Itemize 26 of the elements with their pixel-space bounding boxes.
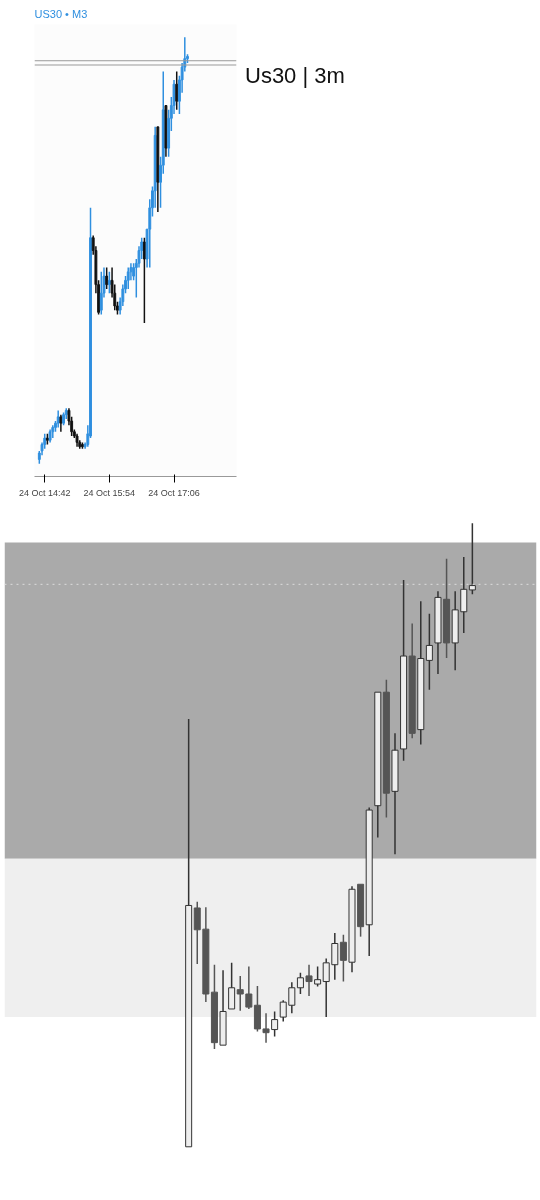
candlestick — [339, 934, 347, 983]
candlestick — [51, 424, 55, 439]
candlestick — [425, 612, 433, 691]
candlestick — [175, 70, 179, 111]
candlestick — [468, 522, 476, 596]
candlestick — [59, 413, 63, 433]
candlestick — [156, 126, 160, 213]
x-tick-label: 24 Oct 17:06 — [148, 487, 200, 498]
candlestick — [434, 590, 442, 675]
candlestick — [348, 885, 356, 973]
candlestick — [443, 558, 451, 659]
chart-title: US30 • M3 — [34, 7, 88, 20]
candlestick — [408, 622, 416, 740]
text: Us30 | 3m — [245, 62, 345, 90]
candlestick — [400, 579, 408, 762]
candlestick — [305, 963, 313, 997]
candlestick — [374, 691, 382, 839]
candlestick — [417, 600, 425, 746]
candlestick — [236, 975, 244, 1012]
x-tick-label: 24 Oct 14:42 — [18, 487, 71, 498]
candlestick — [391, 732, 399, 856]
candlestick — [228, 962, 236, 1010]
x-tick-label: 24 Oct 15:54 — [83, 487, 136, 498]
candlestick — [245, 965, 253, 1010]
candlestick — [126, 266, 130, 290]
candlestick — [382, 678, 390, 819]
